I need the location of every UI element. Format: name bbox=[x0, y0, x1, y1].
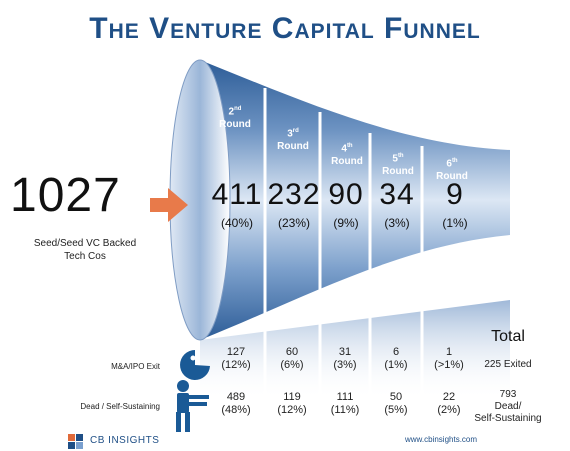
round-label-5: 5th Round bbox=[382, 153, 414, 178]
round-label-2: 2nd Round bbox=[219, 106, 251, 131]
exit-row-label: M&A/IPO Exit bbox=[111, 362, 160, 371]
total-exited: 225 Exited bbox=[484, 359, 532, 370]
cb-insights-logo: CB INSIGHTS bbox=[68, 433, 159, 447]
exit-cell-3: 60 (6%) bbox=[280, 346, 304, 371]
round-label-3: 3rd Round bbox=[277, 128, 309, 153]
round-count-2: 411 bbox=[211, 178, 263, 211]
round-dividers bbox=[263, 88, 424, 410]
round-count-6: 9 bbox=[446, 178, 464, 211]
round-count-4: 90 bbox=[328, 178, 364, 211]
round-label-6: 6th Round bbox=[436, 158, 468, 183]
exit-cell-5: 6 (1%) bbox=[384, 346, 408, 371]
zombie-icon bbox=[176, 380, 209, 432]
website-link[interactable]: www.cbinsights.com bbox=[405, 435, 478, 444]
dead-cell-3: 119 (12%) bbox=[277, 391, 307, 416]
exit-cell-4: 31 (3%) bbox=[333, 346, 357, 371]
dead-row-label: Dead / Self-Sustaining bbox=[80, 402, 160, 411]
round-count-5: 34 bbox=[379, 178, 415, 211]
dead-cell-5: 50 (5%) bbox=[384, 391, 408, 416]
exit-cell-6: 1 (>1%) bbox=[434, 346, 464, 371]
round-count-3: 232 bbox=[267, 178, 321, 211]
round-label-4: 4th Round bbox=[331, 143, 363, 168]
dead-cell-6: 22 (2%) bbox=[437, 391, 461, 416]
round-pct-6: (1%) bbox=[442, 216, 468, 230]
round-pct-3: (23%) bbox=[277, 216, 310, 230]
dead-cell-2: 489 (48%) bbox=[221, 391, 251, 416]
page-title: The Venture Capital Funnel bbox=[89, 12, 481, 45]
total-dead: 793 Dead/ Self-Sustaining bbox=[474, 389, 542, 424]
logo-text: CB INSIGHTS bbox=[90, 434, 160, 446]
starting-count: 1027 bbox=[10, 169, 121, 222]
pacman-icon bbox=[180, 350, 210, 381]
total-header: Total bbox=[491, 328, 525, 345]
funnel-body bbox=[200, 60, 510, 340]
starting-count-label: Seed/Seed VC Backed Tech Cos bbox=[33, 238, 137, 262]
cb-logo-icon bbox=[68, 434, 83, 449]
round-pct-2: (40%) bbox=[220, 216, 253, 230]
funnel-shadow bbox=[200, 300, 510, 400]
exit-cell-2: 127 (12%) bbox=[221, 346, 251, 371]
round-pct-5: (3%) bbox=[384, 216, 410, 230]
round-pct-4: (9%) bbox=[333, 216, 359, 230]
dead-cell-4: 111 (11%) bbox=[330, 391, 360, 416]
arrow-right-icon bbox=[150, 188, 188, 222]
